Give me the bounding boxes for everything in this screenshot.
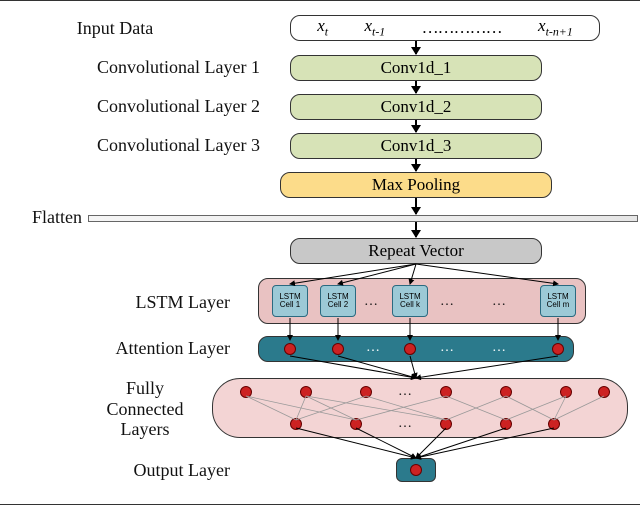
attn-node <box>552 343 564 355</box>
fc-node <box>500 418 512 430</box>
input-xt: xt <box>317 16 328 39</box>
input-xtn: xt-n+1 <box>538 16 573 39</box>
fc-node <box>500 386 512 398</box>
fc-node <box>440 418 452 430</box>
label-input: Input Data <box>0 18 230 39</box>
fc-node <box>350 418 362 430</box>
input-box: xt xt-1 …………… xt-n+1 <box>290 15 600 41</box>
label-conv3: Convolutional Layer 3 <box>0 135 260 156</box>
arrow <box>415 81 417 93</box>
flatten-bar <box>88 215 638 222</box>
fc-node <box>548 418 560 430</box>
arrow <box>415 41 417 54</box>
input-xt1: xt-1 <box>364 16 385 39</box>
fc-node <box>290 418 302 430</box>
fc-node <box>560 386 572 398</box>
fc-node <box>360 386 372 398</box>
attn-node <box>284 343 296 355</box>
fc-node <box>440 386 452 398</box>
arrow <box>415 120 417 132</box>
out-node <box>410 464 422 476</box>
label-conv1: Convolutional Layer 1 <box>0 57 260 78</box>
label-out: Output Layer <box>0 460 230 481</box>
attn-node <box>404 343 416 355</box>
arrow <box>415 159 417 171</box>
label-lstm: LSTM Layer <box>0 292 230 313</box>
attn-node <box>332 343 344 355</box>
conv3-box: Conv1d_3 <box>290 133 542 159</box>
label-flatten: Flatten <box>0 207 82 228</box>
label-attn: Attention Layer <box>0 338 230 359</box>
label-fc: FullyConnectedLayers <box>70 378 220 440</box>
attn-box <box>258 336 574 362</box>
fc-node <box>240 386 252 398</box>
pool-box: Max Pooling <box>280 172 552 198</box>
repeat-box: Repeat Vector <box>290 238 542 264</box>
fc-node <box>300 386 312 398</box>
label-conv2: Convolutional Layer 2 <box>0 96 260 117</box>
fc-node <box>598 386 610 398</box>
lstm-cell-k: LSTMCell k <box>392 285 428 317</box>
lstm-cell-1: LSTMCell 1 <box>272 285 308 317</box>
conv1-box: Conv1d_1 <box>290 55 542 81</box>
lstm-cell-2: LSTMCell 2 <box>320 285 356 317</box>
lstm-cell-m: LSTMCell m <box>540 285 576 317</box>
input-dots: …………… <box>422 18 502 38</box>
conv2-box: Conv1d_2 <box>290 94 542 120</box>
arrow <box>415 222 417 237</box>
arrow <box>415 198 417 214</box>
